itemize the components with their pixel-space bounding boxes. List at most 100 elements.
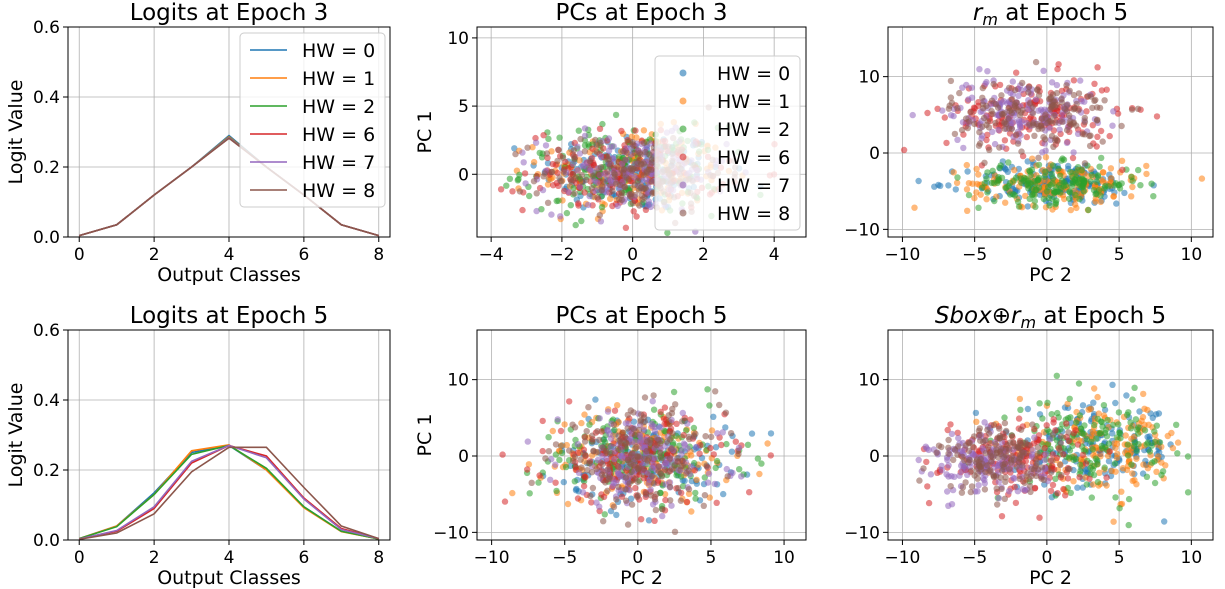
scatter-point (596, 125, 604, 132)
scatter-point (945, 182, 952, 189)
scatter-point (1144, 465, 1152, 472)
scatter-point (723, 465, 730, 473)
scatter-point (677, 497, 685, 504)
scatter-point (611, 426, 618, 434)
scatter-point (1067, 168, 1074, 176)
scatter-point (1070, 106, 1077, 113)
scatter-point (561, 421, 568, 428)
scatter-point (629, 200, 636, 207)
title-subscript: m (982, 10, 998, 29)
scatter-point (1057, 440, 1065, 447)
scatter-point (615, 432, 622, 439)
scatter-point (640, 139, 648, 147)
scatter-point (1150, 193, 1157, 200)
scatter-point (1135, 166, 1142, 174)
scatter-point (1017, 175, 1024, 182)
scatter-point (509, 489, 516, 497)
x-tick-label: 6 (298, 548, 309, 568)
scatter-point (1077, 425, 1085, 433)
scatter-point (642, 184, 649, 192)
scatter-point (578, 171, 585, 179)
scatter-point (608, 450, 615, 457)
scatter-point (922, 443, 929, 450)
scatter-point (969, 180, 976, 187)
scatter-point (627, 460, 635, 467)
scatter-point (624, 425, 631, 432)
scatter-point (1024, 405, 1032, 413)
scatter-point (1153, 422, 1161, 429)
scatter-point (1009, 78, 1016, 85)
scatter-point (909, 111, 916, 119)
scatter-point (1074, 164, 1082, 171)
legend-label: HW = 6 (302, 124, 375, 146)
scatter-point (736, 466, 743, 473)
scatter-point (1070, 77, 1078, 84)
scatter-point (732, 438, 739, 445)
scatter-point (579, 489, 587, 496)
scatter-point (947, 94, 955, 101)
scatter-point (947, 421, 954, 428)
scatter-point (563, 441, 570, 449)
scatter-point (1062, 182, 1070, 189)
scatter-point (648, 472, 656, 480)
scatter-point (1042, 168, 1049, 175)
scatter-point (616, 437, 624, 444)
scatter-point (1056, 126, 1063, 133)
subplot-4: −10 −5 0 5 10 −10 0 10 PCs at Epoch 5 PC 2 PC 1 (414, 303, 807, 589)
scatter-point (576, 157, 583, 164)
scatter-point (1164, 432, 1172, 440)
x-tick-label: −5 (962, 548, 987, 568)
scatter-point (1025, 83, 1033, 91)
scatter-point (1069, 154, 1077, 162)
scatter-point (956, 472, 963, 479)
scatter-point (1026, 121, 1033, 128)
scatter-point (1022, 440, 1030, 448)
y-tick-label: 0.6 (33, 18, 60, 38)
scatter-point (620, 147, 627, 155)
x-tick-label: −5 (962, 245, 987, 265)
scatter-point (1079, 402, 1087, 409)
scatter-point (601, 511, 608, 518)
scatter-point (586, 192, 593, 200)
scatter-point (533, 207, 540, 215)
scatter-point (1114, 110, 1122, 117)
scatter-point (668, 416, 675, 424)
scatter-point (767, 430, 775, 437)
scatter-point (996, 144, 1003, 151)
scatter-point (1091, 80, 1098, 88)
scatter-point (1007, 191, 1014, 198)
scatter-point (599, 183, 606, 190)
scatter-point (703, 463, 710, 470)
scatter-point (571, 478, 578, 485)
scatter-point (984, 189, 991, 196)
scatter-point (631, 181, 638, 189)
scatter-point (984, 131, 991, 138)
scatter-point (735, 444, 743, 452)
scatter-point (544, 199, 552, 206)
scatter-point (604, 156, 611, 163)
scatter-point (1151, 479, 1159, 487)
scatter-point (1060, 485, 1067, 493)
scatter-point (575, 469, 583, 476)
scatter-point (1077, 461, 1084, 468)
scatter-point (1009, 452, 1016, 460)
scatter-point (552, 451, 560, 458)
scatter-point (1107, 175, 1115, 182)
scatter-point (1031, 132, 1038, 139)
x-tick-label: 2 (698, 245, 709, 265)
scatter-point (941, 114, 948, 121)
scatter-point (981, 476, 988, 484)
scatter-point (1036, 191, 1044, 198)
scatter-point (1041, 444, 1048, 452)
scatter-point (607, 195, 614, 202)
scatter-point (696, 450, 703, 457)
scatter-point (1161, 518, 1168, 525)
scatter-point (988, 452, 995, 460)
scatter-point (1050, 416, 1057, 423)
scatter-point (946, 102, 953, 109)
scatter-point (592, 396, 599, 403)
scatter-point (512, 150, 519, 158)
scatter-point (568, 178, 575, 185)
scatter-point (1133, 447, 1140, 454)
